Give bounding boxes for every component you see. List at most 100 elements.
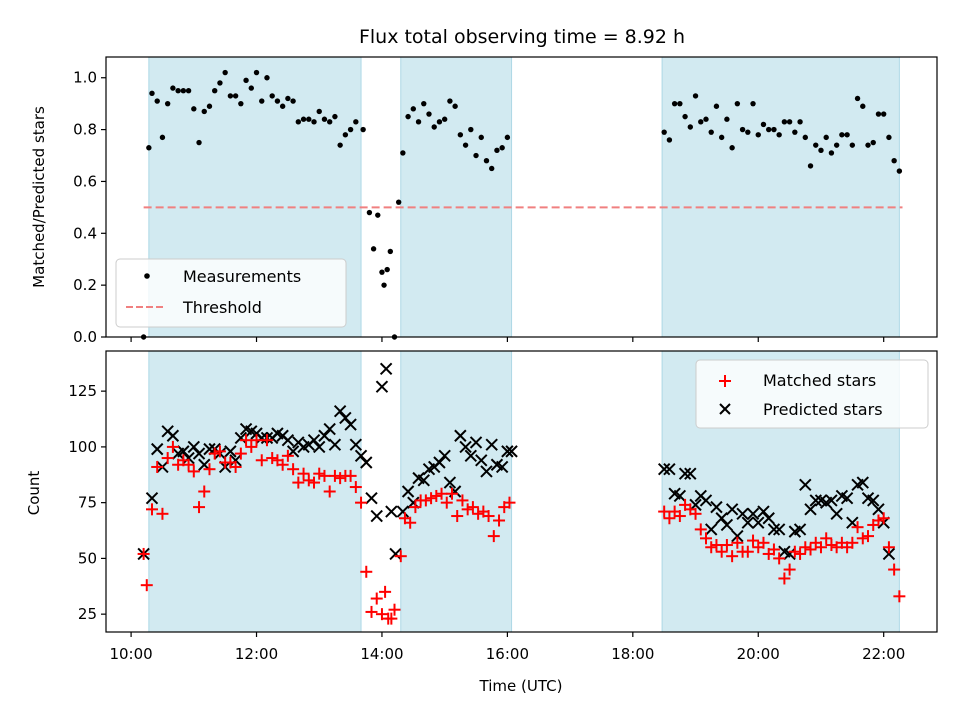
measurement-point (504, 134, 511, 141)
measurement-point (802, 134, 808, 141)
predicted-point (182, 451, 195, 465)
predicted-point (678, 467, 692, 480)
predicted-point (495, 460, 509, 474)
predicted-point (145, 491, 159, 505)
matched-point (379, 585, 392, 598)
predicted-point (731, 529, 744, 543)
matched-point (503, 496, 516, 509)
measurement-point (431, 124, 437, 130)
measurement-point (170, 85, 176, 91)
measurement-point (337, 142, 343, 148)
matched-point (229, 460, 242, 473)
measurement-point (724, 116, 730, 122)
measurement-point (489, 165, 495, 172)
measurement-point (692, 93, 699, 99)
matched-point (440, 496, 453, 509)
matched-point (308, 476, 321, 489)
predicted-point (370, 509, 383, 523)
measurement-point (483, 158, 490, 164)
measurement-point (745, 129, 751, 135)
ratio-legend-box (115, 258, 347, 328)
matched-point (799, 541, 812, 554)
predicted-point (663, 462, 676, 476)
matched-point (846, 536, 859, 549)
measurement-point (729, 145, 735, 151)
matched-point (193, 501, 206, 514)
predicted-point (375, 380, 389, 393)
measurement-point (687, 124, 694, 130)
matched-point (814, 541, 827, 554)
measurement-point (671, 100, 678, 107)
matched-point (430, 489, 443, 502)
measurement-point (797, 119, 803, 125)
measurement-point (375, 212, 381, 218)
matched-point (487, 530, 500, 543)
x-tick-label: 12:00 (235, 645, 278, 663)
y-tick-label: 25 (78, 605, 97, 623)
matched-point (493, 514, 506, 527)
measurement-point (410, 106, 417, 112)
matched-point (699, 532, 712, 545)
predicted-point (443, 476, 457, 489)
ratio-legend: Measurements Threshold (115, 258, 347, 328)
matched-point (349, 481, 362, 494)
matched-point (145, 503, 158, 516)
matched-point (689, 507, 702, 520)
matched-point (451, 510, 464, 523)
predicted-point (804, 503, 817, 516)
measurement-point (880, 111, 887, 117)
measurement-point (828, 150, 835, 156)
observing-band (661, 56, 900, 338)
measurement-point (191, 106, 197, 112)
measurement-point (886, 134, 892, 141)
measurement-point (771, 126, 777, 133)
measurement-point (698, 119, 704, 125)
predicted-point (762, 512, 775, 525)
matched-point (323, 485, 336, 498)
measurement-point (279, 103, 286, 109)
measurement-point (149, 90, 155, 96)
measurement-point (426, 111, 432, 117)
measurement-point (682, 113, 688, 120)
measurement-point (384, 266, 390, 273)
legend-measurement-marker (144, 273, 150, 279)
predicted-point (281, 433, 295, 447)
predicted-point (715, 512, 728, 525)
y-tick-label: 50 (78, 549, 97, 567)
measurement-point (238, 100, 244, 107)
matched-point (203, 463, 216, 476)
measurement-point (436, 119, 443, 125)
measurement-point (734, 100, 741, 107)
x-tick-label: 22:00 (862, 645, 905, 663)
measurement-point (360, 126, 366, 133)
matched-point (741, 545, 754, 558)
measurement-point (421, 100, 427, 107)
matched-point (328, 469, 341, 482)
predicted-point (354, 449, 368, 463)
matched-point (461, 503, 474, 516)
predicted-point (313, 440, 326, 454)
ratio-y-axis-label: Matched/Predicted stars (30, 106, 48, 288)
measurement-point (499, 145, 505, 151)
predicted-point (720, 518, 734, 532)
y-tick-label: 1.0 (73, 69, 97, 87)
measurement-point (332, 113, 338, 120)
legend-threshold-label: Threshold (182, 298, 262, 317)
measurement-point (677, 100, 683, 107)
y-tick-label: 0.6 (73, 172, 97, 190)
predicted-point (840, 491, 854, 505)
matched-point (276, 458, 289, 471)
measurement-point (833, 142, 840, 148)
measurement-point (786, 119, 793, 125)
matched-point (182, 458, 195, 471)
matched-point (318, 469, 331, 482)
measurement-point (253, 69, 260, 76)
matched-point (187, 465, 200, 478)
predicted-point (192, 447, 206, 460)
ratio-panel: 0.0 0.2 0.4 0.6 0.8 1.0 Matched/Predicted sta… (30, 56, 938, 346)
predicted-point (825, 494, 838, 507)
ratio-axes: 0.0 0.2 0.4 0.6 0.8 1.0 (73, 56, 938, 346)
predicted-point (166, 429, 180, 442)
y-tick-label: 100 (68, 438, 97, 456)
matched-point (255, 454, 268, 467)
